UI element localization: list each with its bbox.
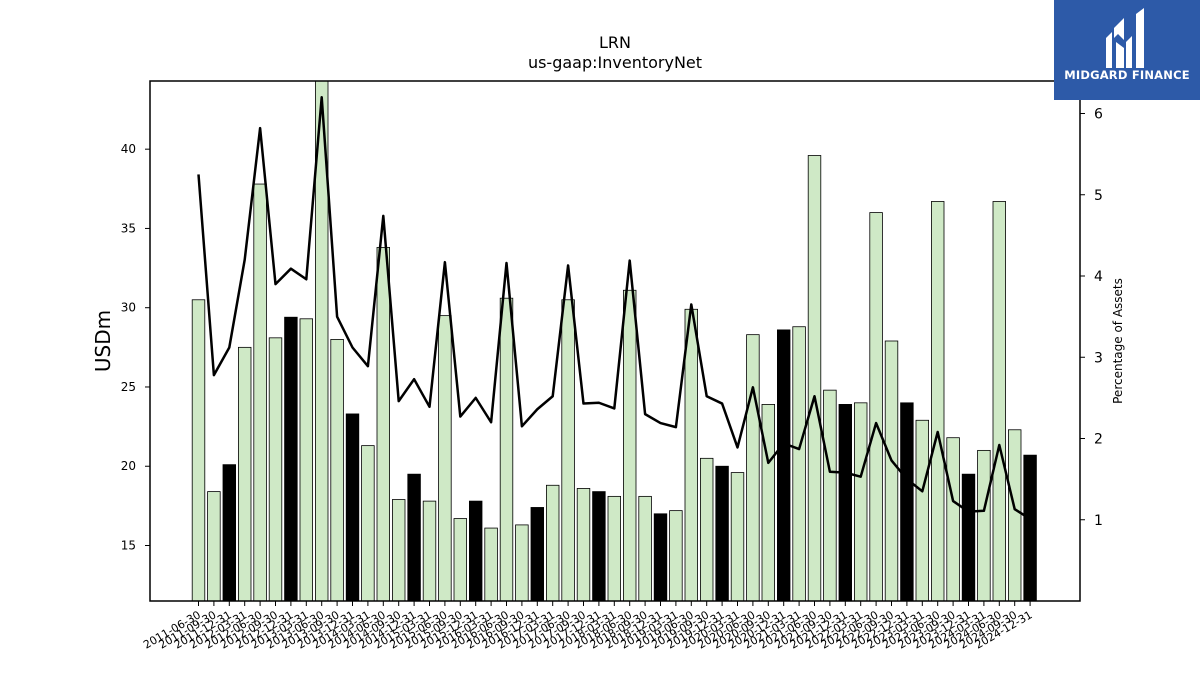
x-axis: 2011-06-302011-09-302011-12-312012-03-31…: [141, 601, 1035, 652]
bar-2016-03-31: [484, 527, 498, 602]
logo-text: MIDGARD FINANCE: [1064, 68, 1190, 82]
bar-2017-06-30: [561, 299, 575, 602]
logo-mark-icon: [1106, 8, 1144, 68]
line-layer: [197, 96, 1031, 520]
bar-2019-12-31: [715, 465, 729, 602]
bars-group: [191, 80, 1037, 602]
bar-2021-03-31: [792, 326, 806, 602]
bar-2014-09-30: [391, 499, 406, 602]
bar-2011-06-30: [191, 299, 206, 602]
bar-2019-06-30: [684, 308, 699, 602]
bar-2023-06-30: [931, 201, 945, 602]
bar-2024-09-30: [1008, 429, 1022, 602]
bar-2024-03-31: [977, 449, 991, 602]
bar-2014-03-31: [361, 445, 375, 602]
y-axis-label: USDm: [91, 310, 115, 372]
bar-2011-12-31: [222, 464, 237, 602]
y2-axis-label: Percentage of Assets: [1111, 278, 1125, 404]
y-axis-left: 15 20 25 30 35 40: [121, 142, 150, 553]
y2-tick-label: 3: [1094, 350, 1103, 366]
bar-2020-09-30: [761, 404, 776, 602]
bar-2017-03-31: [546, 484, 560, 602]
y-tick-label: 30: [121, 301, 136, 315]
bar-2018-12-31: [653, 513, 668, 602]
bar-2019-03-31: [669, 510, 683, 602]
bar-2021-09-30: [823, 389, 837, 602]
brand-logo: MIDGARD FINANCE: [1054, 0, 1200, 100]
bar-2012-09-30: [268, 337, 283, 602]
bar-2017-09-30: [576, 488, 591, 602]
y-tick-label: 25: [121, 380, 136, 394]
bar-2012-12-31: [284, 316, 298, 602]
bar-2013-03-31: [299, 318, 314, 602]
line-series-0: [197, 96, 1031, 520]
bar-2014-06-30: [376, 247, 391, 602]
bar-2023-12-31: [961, 473, 976, 602]
bar-2012-03-31: [237, 346, 252, 602]
bar-2015-12-31: [468, 500, 483, 602]
bar-2017-12-31: [592, 491, 606, 602]
bar-2014-12-31: [407, 473, 421, 602]
bar-2020-03-31: [730, 472, 745, 602]
bar-2021-06-30: [807, 155, 822, 602]
bar-2022-03-31: [854, 402, 868, 602]
bar-2016-12-31: [530, 507, 545, 602]
bar-2018-03-31: [607, 495, 622, 602]
bar-2015-03-31: [422, 500, 437, 602]
chart-subtitle: us-gaap:InventoryNet: [528, 53, 702, 72]
y-tick-label: 20: [121, 459, 136, 473]
y-tick-label: 40: [121, 142, 136, 156]
y-axis-right: 1 2 3 4 5 6: [1080, 107, 1103, 529]
y2-tick-label: 4: [1094, 269, 1103, 285]
bar-2022-09-30: [884, 340, 899, 602]
bar-2024-12-31: [1023, 454, 1037, 602]
bar-2015-09-30: [453, 518, 468, 602]
bar-2012-06-30: [253, 183, 267, 602]
bar-2023-09-30: [946, 437, 960, 602]
bar-2013-09-30: [330, 339, 344, 602]
y2-tick-label: 2: [1094, 432, 1103, 448]
bar-2011-09-30: [207, 491, 221, 602]
plot-frame: [149, 80, 1081, 602]
bar-2016-06-30: [499, 297, 514, 602]
bar-2023-03-31: [915, 419, 930, 602]
chart-title: LRN: [599, 33, 631, 52]
bar-2022-12-31: [900, 402, 914, 602]
bar-2018-09-30: [638, 495, 652, 602]
bar-2019-09-30: [700, 457, 714, 602]
bar-2020-06-30: [746, 334, 760, 602]
bar-2021-12-31: [838, 404, 853, 602]
bar-2018-06-30: [623, 289, 637, 602]
y2-tick-label: 6: [1094, 107, 1103, 123]
bar-2024-06-30: [992, 201, 1007, 602]
bar-2020-12-31: [777, 329, 791, 602]
y2-tick-label: 1: [1094, 513, 1103, 529]
y-tick-label: 15: [121, 539, 136, 553]
bar-2015-06-30: [438, 315, 452, 602]
bar-2016-09-30: [515, 524, 529, 602]
y-tick-label: 35: [121, 221, 136, 235]
bar-2022-06-30: [869, 212, 883, 602]
y2-tick-label: 5: [1094, 188, 1103, 204]
bar-2013-12-31: [345, 413, 360, 602]
